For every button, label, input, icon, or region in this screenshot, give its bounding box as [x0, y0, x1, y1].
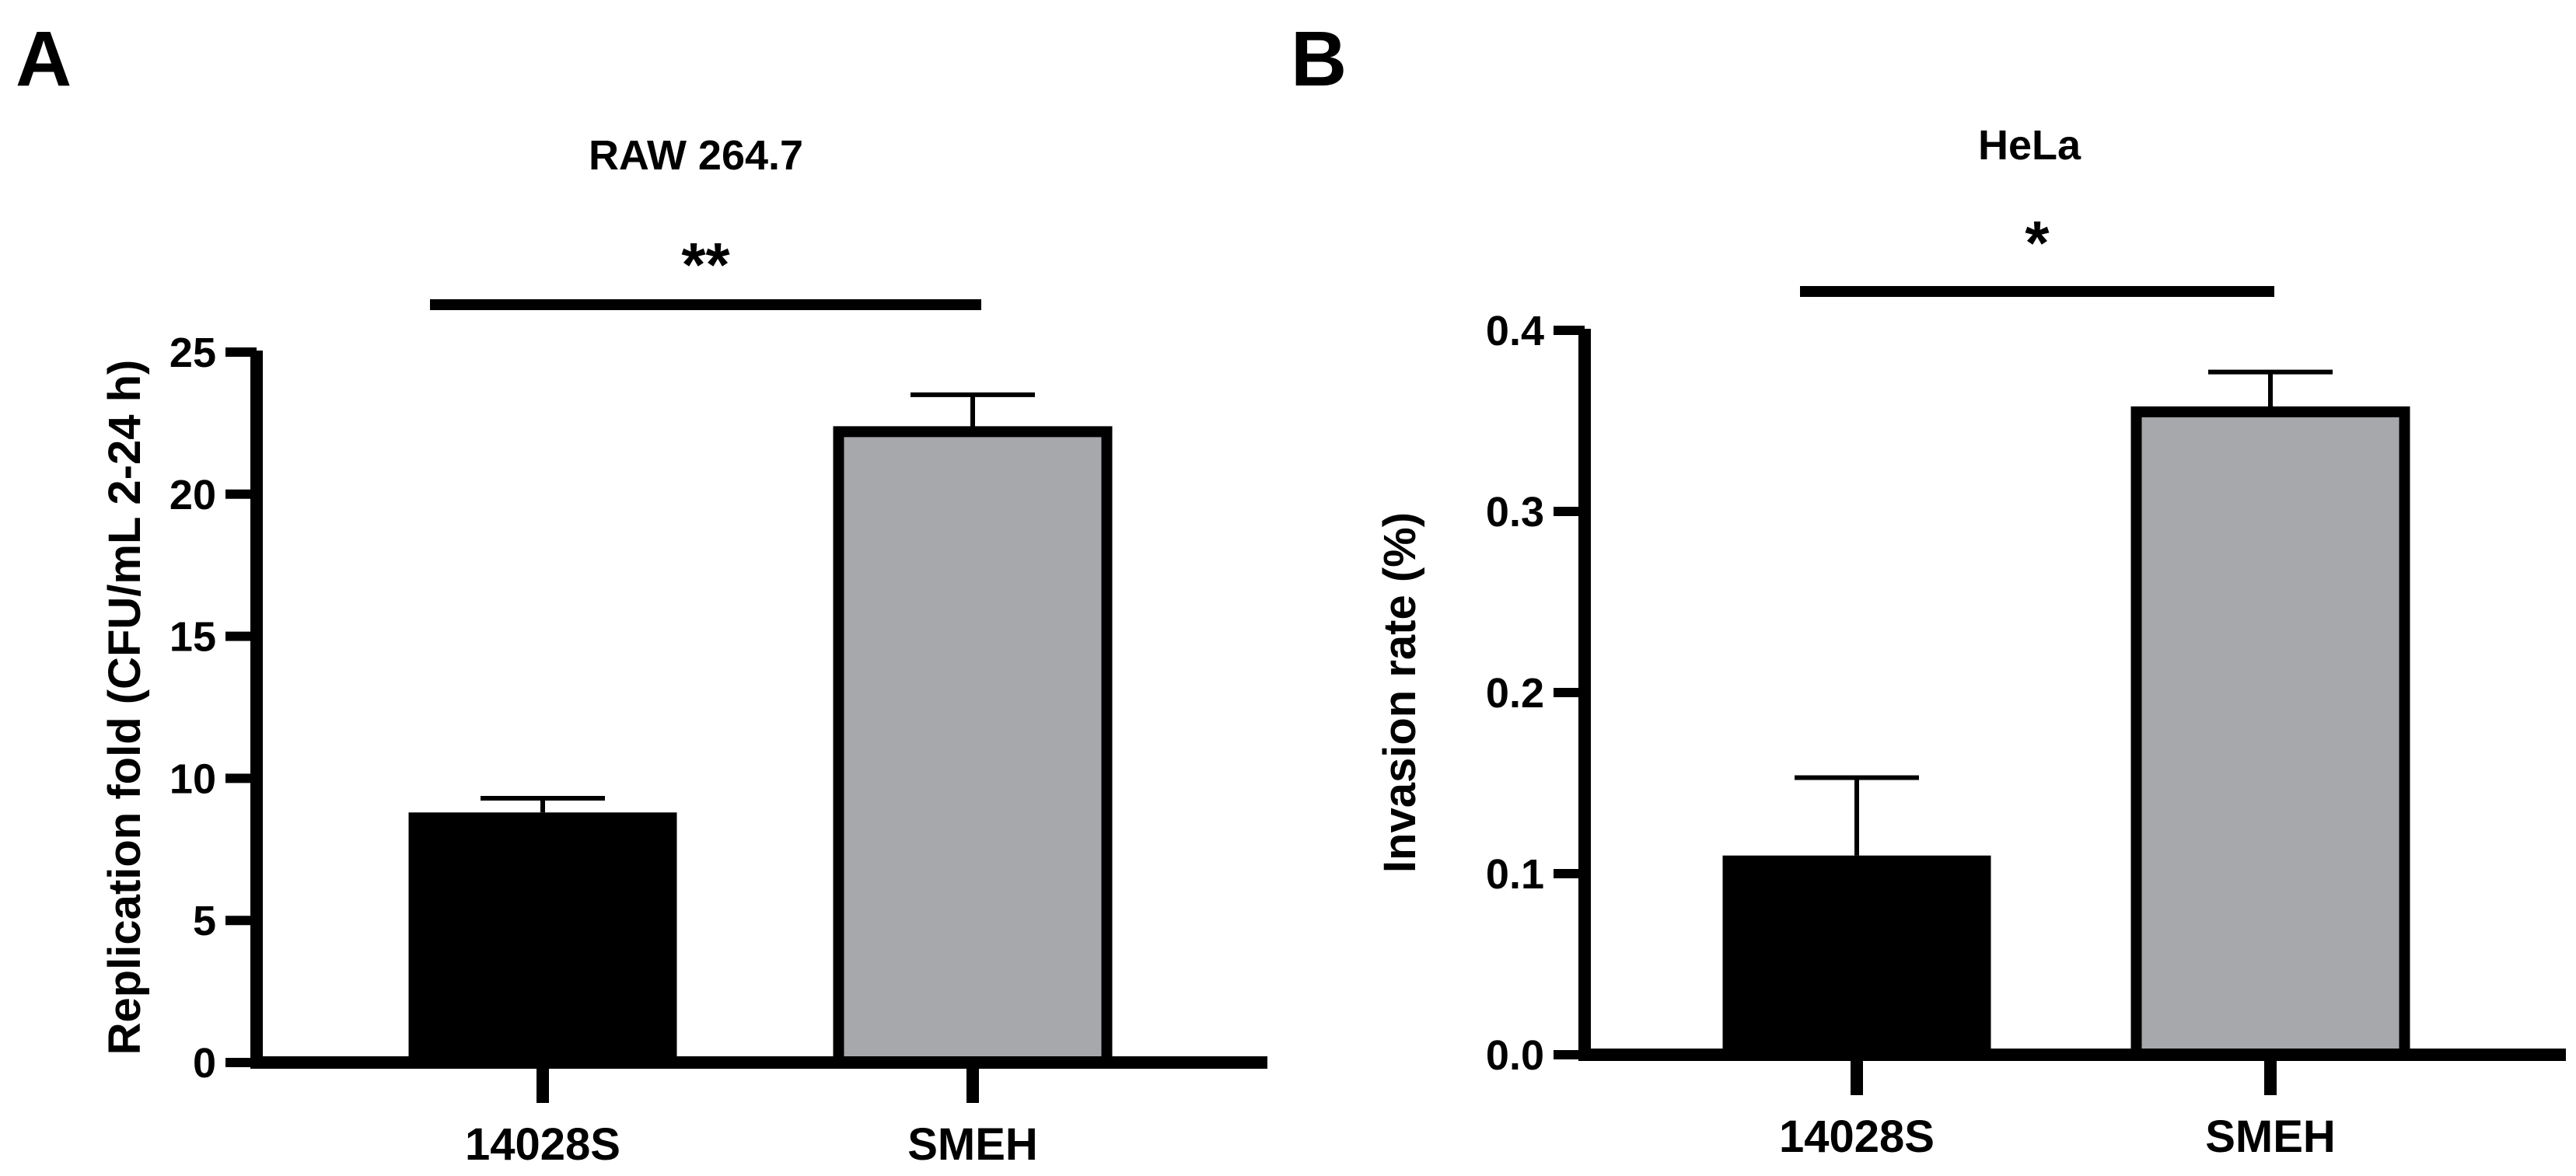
y-tick-label: 0.2 [1486, 670, 1544, 717]
y-tick-label: 5 [193, 898, 216, 944]
chart-panel-hela: B HeLa Invasion rate (%) 14028S SMEH 0.0 0.1 0.… [1291, 16, 2566, 1162]
y-tick-label: 10 [170, 756, 216, 802]
y-tick-label: 0.1 [1486, 851, 1544, 898]
y-tick-label: 20 [170, 472, 216, 518]
y-tick-label: 0 [193, 1040, 216, 1087]
bar-14028s [1722, 855, 1991, 1055]
y-tick-label: 0.0 [1486, 1032, 1544, 1079]
chart-panel-raw-264-7: A RAW 264.7 Replication fold (CFU/mL 2-24 … [16, 16, 1267, 1170]
panel-letter: B [1291, 16, 1347, 103]
y-axis-title: Invasion rate (%) [1375, 512, 1425, 873]
significance-label: ** [681, 230, 730, 299]
significance-label: * [2025, 208, 2050, 277]
chart-title: RAW 264.7 [589, 132, 803, 179]
chart-title: HeLa [1978, 122, 2081, 169]
bar-smeh [2130, 406, 2410, 1060]
x-tick-label: SMEH [2205, 1111, 2336, 1162]
y-tick-label: 25 [170, 330, 216, 376]
y-axis-title: Replication fold (CFU/mL 2-24 h) [100, 360, 150, 1056]
panel-letter: A [16, 16, 72, 103]
y-tick-label: 0.3 [1486, 489, 1544, 536]
bar-14028s [408, 812, 677, 1063]
x-tick-label: 14028S [465, 1119, 620, 1170]
y-tick-label: 15 [170, 614, 216, 661]
y-tick-label: 0.4 [1486, 308, 1544, 354]
x-tick-label: SMEH [907, 1119, 1038, 1170]
x-tick-label: 14028S [1779, 1111, 1935, 1162]
bar-smeh [833, 426, 1113, 1068]
